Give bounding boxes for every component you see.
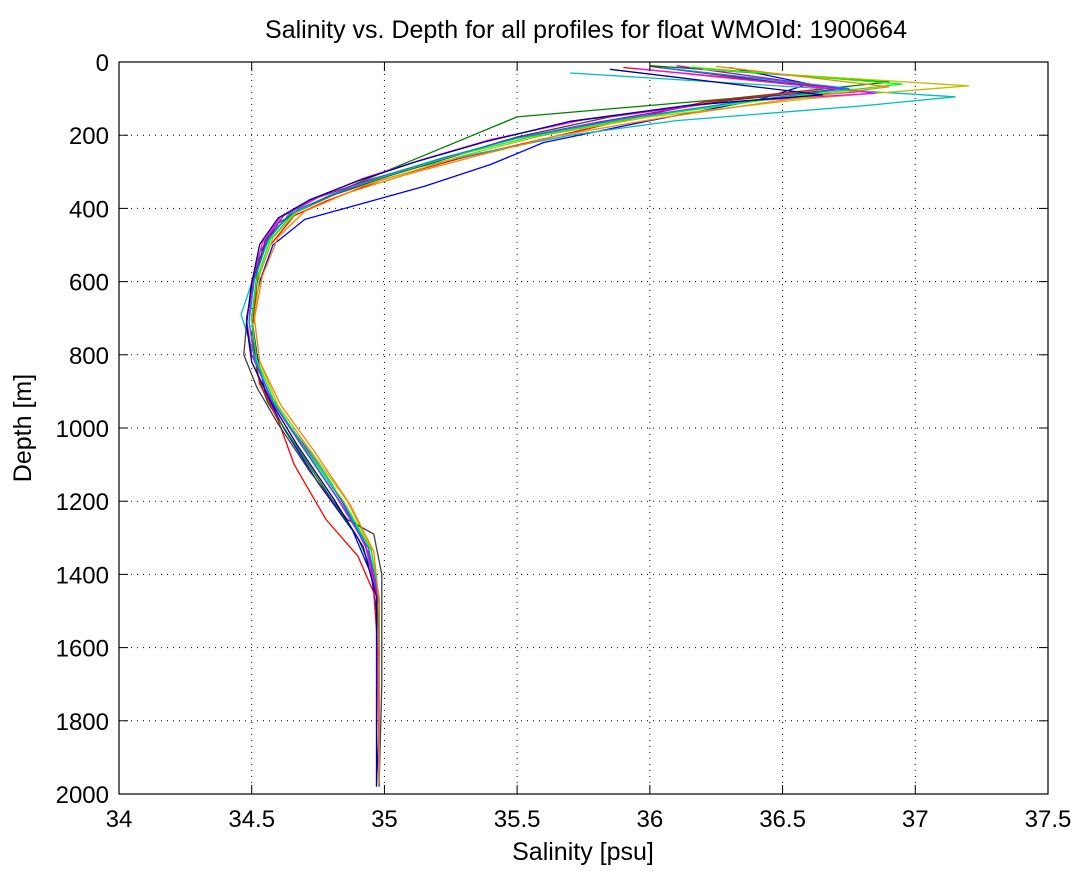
y-tick-label: 1800 (56, 709, 109, 736)
x-tick-label: 36 (637, 806, 664, 833)
series-group (240, 65, 970, 787)
x-axis: 34 34.5 35 35.5 36 36.5 37 37.5 (106, 62, 1072, 833)
y-tick-label: 800 (69, 343, 109, 370)
profile-line (245, 68, 824, 787)
x-tick-label: 37.5 (1025, 806, 1072, 833)
x-tick-label: 37 (902, 806, 929, 833)
y-tick-label: 1000 (56, 416, 109, 443)
y-tick-label: 600 (69, 270, 109, 297)
profile-line (245, 65, 863, 783)
y-tick-label: 1400 (56, 562, 109, 589)
x-tick-label: 35.5 (494, 806, 541, 833)
y-tick-label: 0 (96, 50, 109, 77)
profile-line (253, 65, 890, 783)
x-tick-label: 34 (106, 806, 133, 833)
x-tick-label: 36.5 (759, 806, 806, 833)
y-tick-label: 200 (69, 123, 109, 150)
y-tick-label: 400 (69, 196, 109, 223)
profile-line (251, 66, 810, 785)
profile-line (248, 67, 850, 783)
y-axis: 0 200 400 600 800 1000 1200 1400 1600 1800 2000 (56, 50, 1048, 809)
y-tick-label: 2000 (56, 782, 109, 809)
y-tick-label: 1600 (56, 636, 109, 663)
chart-title: Salinity vs. Depth for all profiles for … (265, 16, 907, 44)
profile-line (251, 66, 903, 783)
x-tick-label: 34.5 (228, 806, 275, 833)
grid (119, 62, 1048, 794)
x-tick-label: 35 (371, 806, 398, 833)
y-tick-label: 1200 (56, 489, 109, 516)
y-axis-label: Depth [m] (9, 374, 37, 482)
x-axis-label: Salinity [psu] (512, 838, 654, 866)
